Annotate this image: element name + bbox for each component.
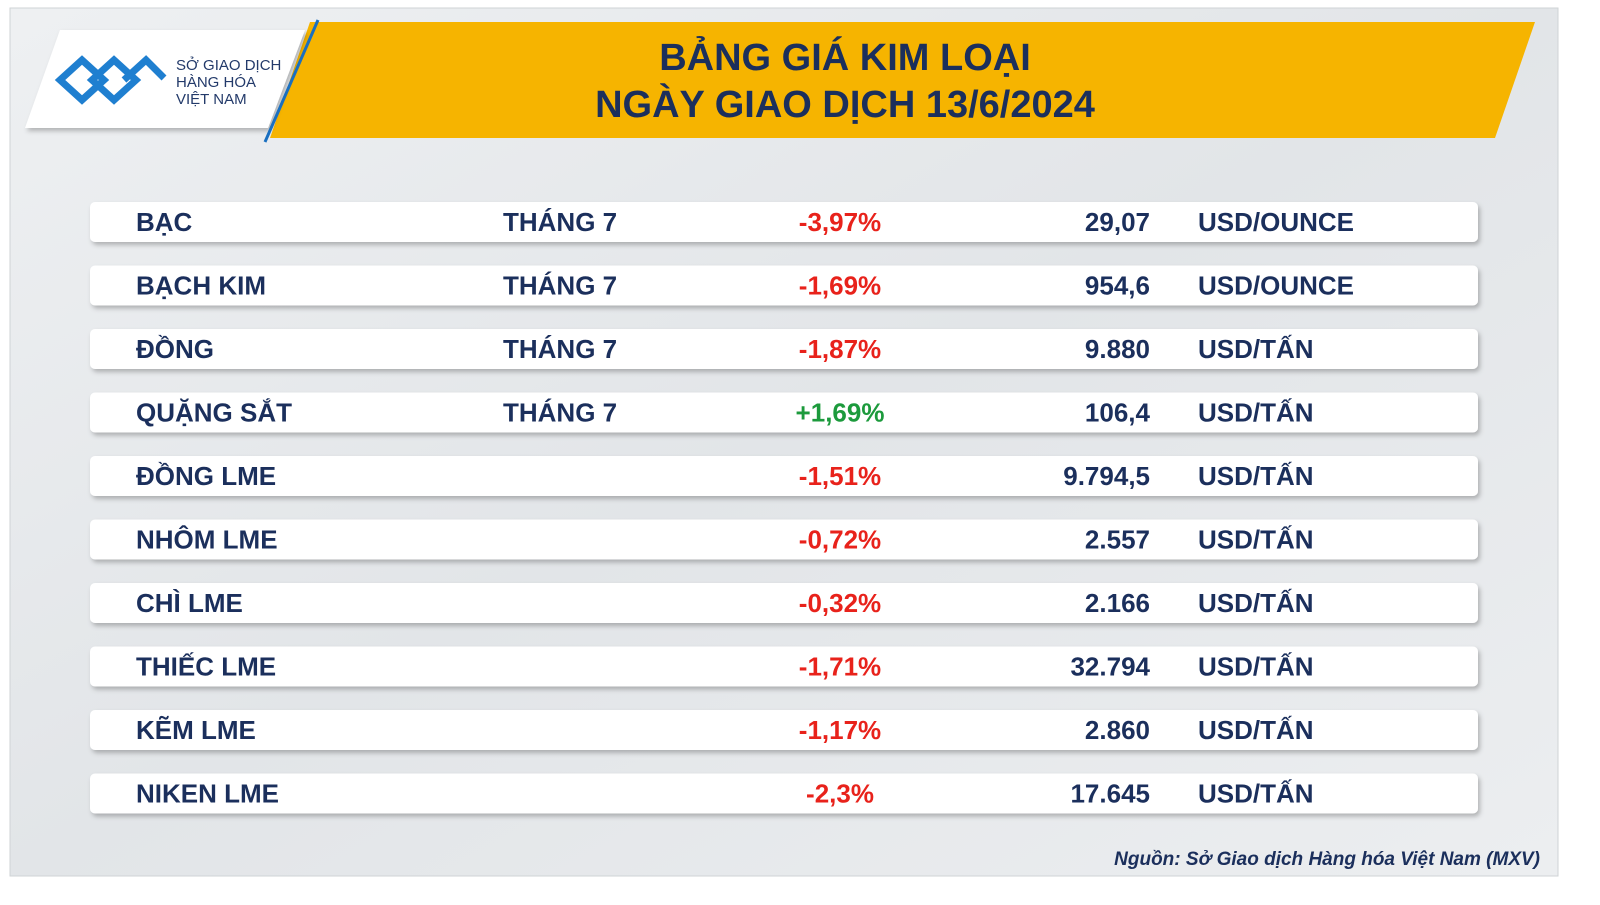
table-row bbox=[90, 265, 1478, 306]
logo-line: SỞ GIAO DỊCH bbox=[176, 56, 281, 74]
metal-name: THIẾC LME bbox=[136, 652, 276, 682]
price: 106,4 bbox=[1085, 398, 1151, 428]
contract-month: THÁNG 7 bbox=[503, 398, 617, 428]
metal-name: KẼM LME bbox=[136, 715, 256, 745]
change: -1,69% bbox=[799, 271, 881, 301]
price: 2.860 bbox=[1085, 715, 1150, 745]
table-row bbox=[90, 583, 1478, 623]
metal-name: QUẶNG SẮT bbox=[136, 398, 292, 428]
source: Nguồn: Sở Giao dịch Hàng hóa Việt Nam (M… bbox=[1114, 849, 1540, 870]
unit: USD/TẤN bbox=[1198, 398, 1314, 428]
change: -3,97% bbox=[799, 207, 881, 237]
unit: USD/TẤN bbox=[1198, 652, 1314, 682]
logo-box bbox=[25, 30, 305, 128]
table-row bbox=[90, 519, 1478, 560]
table-row bbox=[90, 456, 1478, 496]
change: +1,69% bbox=[796, 398, 885, 428]
change: -0,32% bbox=[799, 588, 881, 618]
price: 2.557 bbox=[1085, 525, 1150, 555]
price: 9.794,5 bbox=[1063, 461, 1150, 491]
table-row bbox=[90, 710, 1478, 750]
logo-text: SỞ GIAO DỊCH HÀNG HÓA VIỆT NAM bbox=[176, 56, 281, 108]
unit: USD/TẤN bbox=[1198, 334, 1314, 364]
logo-line: VIỆT NAM bbox=[176, 91, 247, 108]
price: 954,6 bbox=[1085, 271, 1150, 301]
logo-accent bbox=[263, 19, 320, 143]
metal-name: ĐỒNG bbox=[136, 334, 214, 364]
metal-name: NIKEN LME bbox=[136, 779, 279, 809]
title-line: NGÀY GIAO DỊCH 13/6/2024 bbox=[595, 82, 1095, 126]
table-row bbox=[90, 392, 1478, 433]
logo-icon bbox=[54, 55, 167, 105]
unit: USD/TẤN bbox=[1198, 461, 1314, 491]
table-row bbox=[90, 329, 1478, 369]
price: 9.880 bbox=[1085, 334, 1150, 364]
title-banner bbox=[270, 22, 1535, 138]
contract-month: THÁNG 7 bbox=[503, 207, 617, 237]
unit: USD/OUNCE bbox=[1198, 207, 1354, 237]
change: -1,17% bbox=[799, 715, 881, 745]
contract-month: THÁNG 7 bbox=[503, 271, 617, 301]
change: -1,87% bbox=[799, 334, 881, 364]
metal-name: NHÔM LME bbox=[136, 525, 278, 555]
change: -2,3% bbox=[806, 779, 874, 809]
price: 32.794 bbox=[1070, 652, 1150, 682]
metal-name: CHÌ LME bbox=[136, 588, 243, 618]
change: -1,51% bbox=[799, 461, 881, 491]
table: BẠC THÁNG 7 -3,97% 29,07 USD/OUNCE BẠCH KIM TH… bbox=[90, 202, 1478, 814]
contract-month: THÁNG 7 bbox=[503, 334, 617, 364]
metal-name: BẠCH KIM bbox=[136, 271, 266, 301]
price: 29,07 bbox=[1085, 207, 1150, 237]
metal-name: ĐỒNG LME bbox=[136, 461, 276, 491]
logo-line: HÀNG HÓA bbox=[176, 74, 256, 91]
change: -0,72% bbox=[799, 525, 881, 555]
price: 2.166 bbox=[1085, 588, 1150, 618]
unit: USD/OUNCE bbox=[1198, 271, 1354, 301]
title-line: BẢNG GIÁ KIM LOẠI bbox=[659, 35, 1031, 79]
unit: USD/TẤN bbox=[1198, 715, 1314, 745]
table-row bbox=[90, 773, 1478, 814]
metal-name: BẠC bbox=[136, 207, 193, 237]
unit: USD/TẤN bbox=[1198, 525, 1314, 555]
table-row bbox=[90, 646, 1478, 687]
price: 17.645 bbox=[1070, 779, 1150, 809]
unit: USD/TẤN bbox=[1198, 588, 1314, 618]
unit: USD/TẤN bbox=[1198, 779, 1314, 809]
change: -1,71% bbox=[799, 652, 881, 682]
table-row bbox=[90, 202, 1478, 242]
